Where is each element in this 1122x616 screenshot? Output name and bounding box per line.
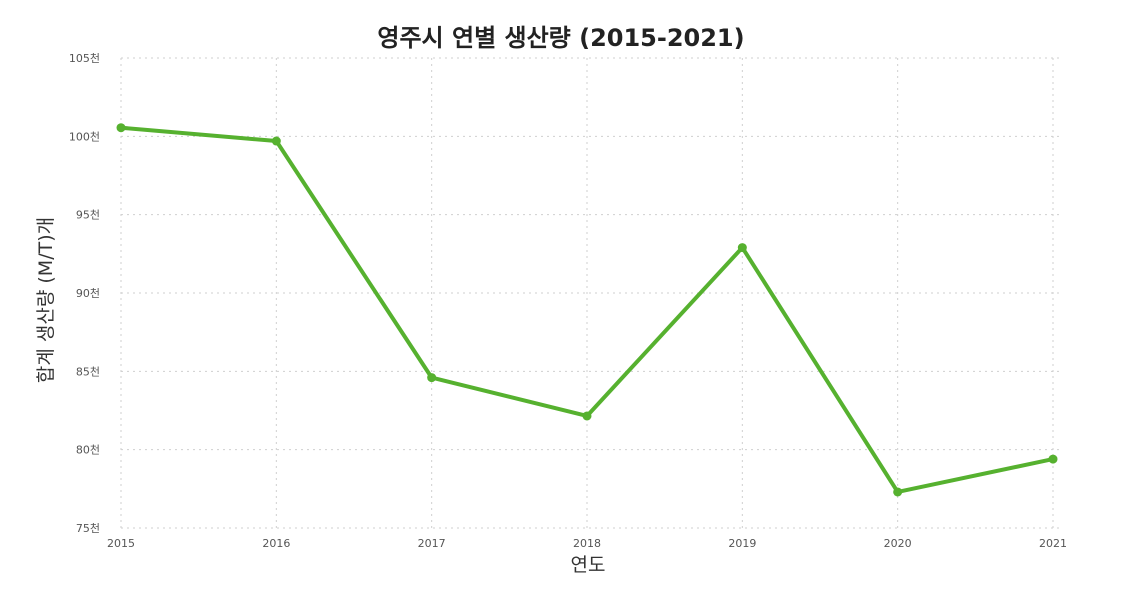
x-tick-label: 2016 — [262, 537, 290, 550]
y-tick-label: 75천 — [76, 521, 100, 535]
y-axis-ticks: 75천 80천 85천 90천 95천 100천 105천 — [69, 51, 100, 535]
y-axis-title: 합계 생산량 (M/T)개 — [35, 217, 57, 383]
x-tick-label: 2020 — [884, 537, 912, 550]
y-tick-label: 105천 — [69, 51, 100, 65]
series-layer — [116, 123, 1058, 497]
y-tick-label: 85천 — [76, 364, 100, 378]
data-point — [116, 123, 126, 133]
chart-title: 영주시 연별 생산량 (2015-2021) — [377, 24, 745, 52]
data-point — [893, 487, 903, 497]
x-tick-label: 2018 — [573, 537, 601, 550]
y-tick-label: 90천 — [76, 286, 100, 300]
x-tick-label: 2021 — [1039, 537, 1067, 550]
x-axis-ticks: 2015 2016 2017 2018 2019 2020 2021 — [107, 537, 1067, 550]
data-point — [1048, 454, 1058, 464]
x-tick-label: 2015 — [107, 537, 135, 550]
data-point — [737, 243, 747, 253]
data-point — [427, 373, 437, 383]
y-tick-label: 100천 — [69, 129, 100, 143]
y-tick-label: 80천 — [76, 443, 100, 457]
x-tick-label: 2019 — [728, 537, 756, 550]
grid — [120, 57, 1063, 529]
data-point — [582, 411, 592, 421]
y-tick-label: 95천 — [76, 208, 100, 222]
x-tick-label: 2017 — [418, 537, 446, 550]
x-axis-title: 연도 — [571, 554, 606, 576]
data-point — [271, 136, 281, 146]
